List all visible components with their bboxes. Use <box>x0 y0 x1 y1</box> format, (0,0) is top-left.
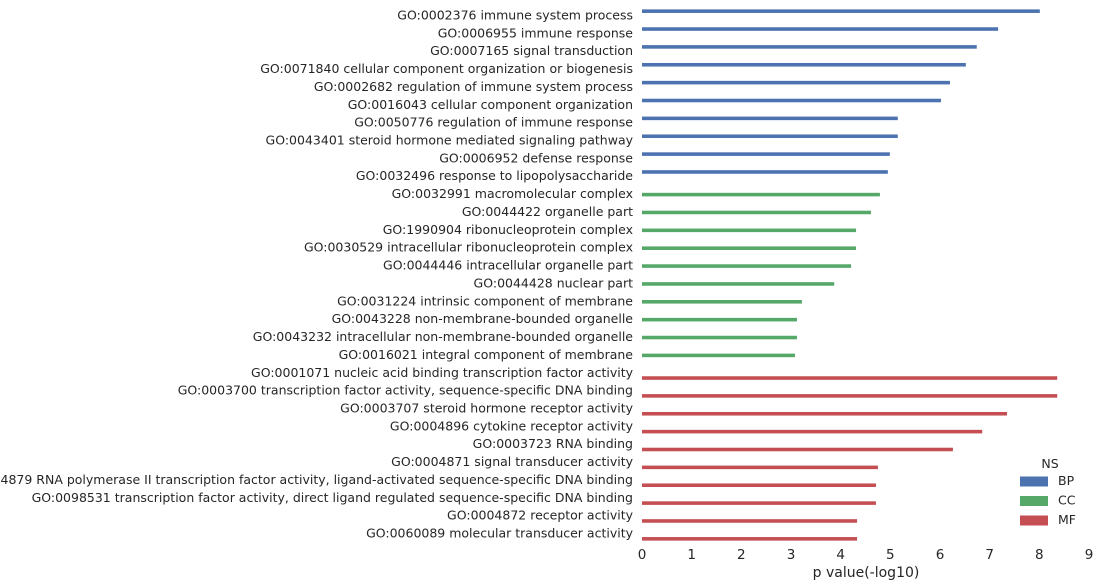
bar <box>642 62 966 67</box>
bar <box>642 447 953 452</box>
legend-swatch <box>1020 496 1048 506</box>
legend-swatch <box>1020 476 1048 487</box>
y-tick-label: GO:0003707 steroid hormone receptor acti… <box>340 401 633 416</box>
x-tick-label: 1 <box>687 547 696 563</box>
x-axis-label: p value(-log10) <box>813 565 920 581</box>
x-tick-label: 5 <box>886 547 895 563</box>
y-tick-label: GO:0003723 RNA binding <box>473 436 633 451</box>
y-tick-label: GO:0003700 transcription factor activity… <box>178 383 633 398</box>
x-tick-label: 8 <box>1035 547 1044 563</box>
bar <box>642 376 1058 380</box>
legend-title: NS <box>1041 456 1058 471</box>
x-tick-label: 2 <box>737 547 746 563</box>
y-tick-label: GO:1990904 ribonucleoprotein complex <box>383 222 633 237</box>
bar <box>642 9 1040 13</box>
y-tick-label: GO:0002682 regulation of immune system p… <box>314 79 633 94</box>
y-tick-label: GO:0002376 immune system process <box>397 7 633 22</box>
y-tick-label: GO:0044428 nuclear part <box>474 275 634 290</box>
y-tick-label: GO:0001071 nucleic acid binding transcri… <box>251 365 634 380</box>
x-tick-label: 9 <box>1085 547 1094 563</box>
bar <box>642 246 857 250</box>
bar <box>642 465 878 470</box>
y-tick-label: GO:0071840 cellular component organizati… <box>260 61 633 76</box>
bar <box>642 282 835 286</box>
bar <box>642 27 999 31</box>
x-tick-label: 6 <box>936 547 945 563</box>
bar <box>642 264 852 268</box>
bar <box>642 483 876 488</box>
y-tick-label: GO:0060089 molecular transducer activity <box>366 526 634 541</box>
y-tick-label: GO:0030529 intracellular ribonucleoprote… <box>304 240 633 255</box>
y-tick-label: GO:0098531 transcription factor activity… <box>32 490 633 505</box>
y-tick-label: GO:0032991 macromolecular complex <box>392 186 633 201</box>
bar <box>642 134 898 139</box>
y-tick-label: GO:0044446 intracellular organelle part <box>383 258 633 273</box>
y-tick-label: GO:0032496 response to lipopolysaccharid… <box>356 168 633 183</box>
legend-swatch <box>1020 515 1048 526</box>
y-tick-label: GO:0016043 cellular component organizati… <box>348 97 633 112</box>
legend-label: BP <box>1058 473 1075 488</box>
y-tick-label: GO:0043401 steroid hormone mediated sign… <box>266 133 634 148</box>
bar <box>642 411 1008 416</box>
bar <box>642 192 880 197</box>
bar <box>642 317 797 322</box>
bar <box>642 80 950 85</box>
y-tick-label: GO:0031224 intrinsic component of membra… <box>337 293 633 308</box>
bar <box>642 429 983 434</box>
y-tick-label: GO:0016021 integral component of membran… <box>339 347 634 362</box>
y-tick-label: GO:0050776 regulation of immune response <box>354 115 633 130</box>
bar <box>642 45 977 49</box>
x-tick-label: 7 <box>985 547 994 563</box>
bar <box>642 98 941 103</box>
bar <box>642 501 876 505</box>
x-tick-label: 0 <box>638 547 647 563</box>
bar <box>642 394 1058 398</box>
bar <box>642 170 888 174</box>
y-tick-label: GO:0004871 signal transducer activity <box>391 454 633 469</box>
y-tick-label: GO:0007165 signal transduction <box>430 43 633 58</box>
bar <box>642 353 795 358</box>
y-tick-label: GO:0004896 cytokine receptor activity <box>390 418 634 433</box>
y-tick-label: GO:0004872 receptor activity <box>447 508 634 523</box>
y-tick-label: GO:0043228 non-membrane-bounded organell… <box>332 311 634 326</box>
bar <box>642 300 802 304</box>
y-tick-label: GO:0006952 defense response <box>439 150 633 165</box>
legend-label: CC <box>1058 493 1076 508</box>
x-tick-label: 3 <box>787 547 796 563</box>
y-tick-label: GO:0006955 immune response <box>438 25 634 40</box>
y-tick-label: GO:0043232 intracellular non-membrane-bo… <box>253 329 634 344</box>
bar <box>642 228 857 233</box>
bar <box>642 519 858 523</box>
legend-label: MF <box>1058 512 1076 527</box>
bar <box>642 210 871 215</box>
bar <box>642 537 858 541</box>
y-tick-label: GO:0004879 RNA polymerase II transcripti… <box>0 472 633 487</box>
x-tick-label: 4 <box>836 547 845 563</box>
bar <box>642 335 797 340</box>
y-tick-label: GO:0044422 organelle part <box>462 204 633 219</box>
bar <box>642 152 890 156</box>
bar <box>642 116 898 121</box>
